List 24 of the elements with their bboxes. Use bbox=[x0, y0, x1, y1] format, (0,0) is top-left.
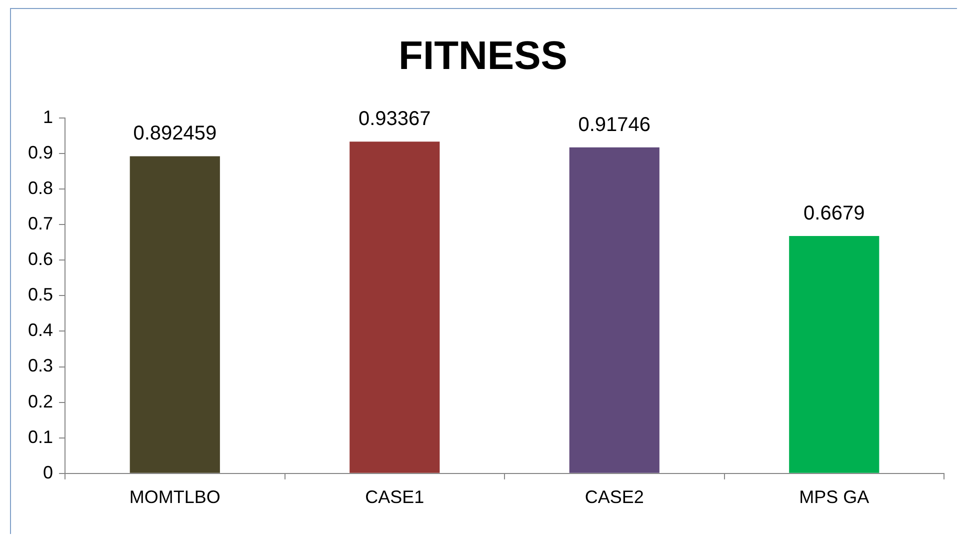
bar bbox=[789, 236, 880, 473]
x-tick-label: MOMTLBO bbox=[129, 487, 220, 508]
x-tick-label: CASE2 bbox=[584, 487, 644, 508]
data-label: 0.6679 bbox=[804, 202, 865, 225]
data-label: 0.892459 bbox=[133, 122, 217, 145]
y-tick-label: 0.9 bbox=[28, 142, 54, 163]
data-label: 0.93367 bbox=[358, 108, 431, 130]
y-tick-label: 1 bbox=[43, 106, 54, 127]
data-label: 0.91746 bbox=[578, 114, 651, 136]
chart-title: FITNESS bbox=[398, 34, 568, 78]
y-tick-label: 0.1 bbox=[28, 426, 54, 447]
x-tick-label: CASE1 bbox=[365, 487, 424, 508]
y-tick-label: 0.2 bbox=[28, 391, 54, 412]
bar bbox=[350, 142, 440, 473]
bar bbox=[569, 147, 660, 473]
y-tick-label: 0 bbox=[43, 462, 54, 482]
y-tick-label: 0.7 bbox=[28, 214, 54, 234]
y-tick-label: 0.5 bbox=[28, 284, 54, 305]
y-tick-label: 0.4 bbox=[28, 320, 54, 340]
y-tick-label: 0.8 bbox=[28, 178, 54, 198]
y-tick-label: 0.3 bbox=[28, 356, 54, 376]
x-tick-label: MPS GA bbox=[799, 487, 870, 508]
y-tick-label: 0.6 bbox=[28, 249, 54, 270]
bar bbox=[130, 156, 220, 473]
